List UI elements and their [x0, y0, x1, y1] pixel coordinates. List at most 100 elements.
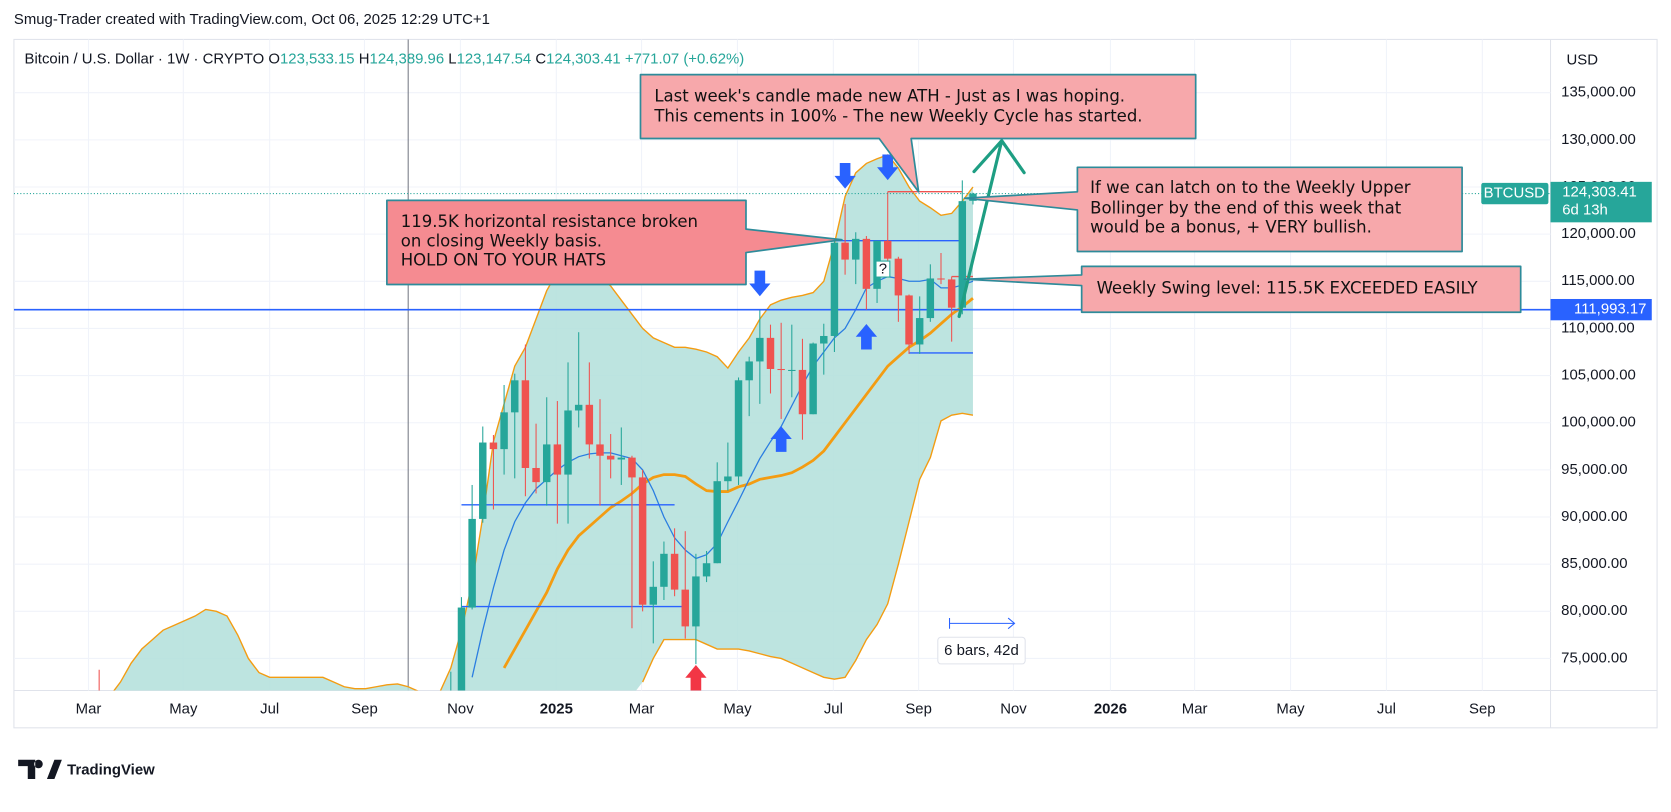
candle-body — [756, 337, 764, 362]
header-credit: Smug-Trader created with TradingView.com… — [14, 12, 490, 28]
y-tick-label: 95,000.00 — [1561, 462, 1627, 478]
annotation-text: If we can latch on to the Weekly Upper — [1090, 178, 1411, 197]
candle-body — [862, 238, 871, 289]
measure-text: 6 bars, 42d — [944, 643, 1019, 659]
candle-body — [542, 444, 551, 483]
candle-body — [958, 201, 967, 308]
candle-body — [457, 607, 466, 691]
x-tick-label: 2025 — [540, 702, 573, 718]
countdown-text: 6d 13h — [1562, 203, 1608, 219]
candle-body — [521, 380, 530, 468]
annotation-box — [639, 73, 1197, 193]
y-tick-label: 130,000.00 — [1561, 132, 1636, 148]
y-tick-label: 100,000.00 — [1561, 415, 1636, 431]
x-tick-label: May — [723, 702, 752, 718]
indicator-line — [502, 297, 974, 669]
logo-text: TradingView — [67, 762, 155, 778]
drawn-arrow — [834, 163, 856, 189]
annotation-text: 119.5K horizontal resistance broken — [401, 212, 698, 231]
drawn-arrow — [749, 270, 771, 297]
candle-body — [649, 586, 658, 605]
candle-body — [820, 335, 828, 344]
candle-body — [830, 242, 839, 336]
level-badge-text: 111,993.17 — [1574, 302, 1646, 318]
x-tick-label: Nov — [447, 702, 474, 718]
x-tick-label: May — [1276, 702, 1305, 718]
annotation-text: Last week's candle made new ATH - Just a… — [654, 86, 1125, 105]
candle-body — [511, 380, 519, 413]
x-tick-label: Nov — [1000, 702, 1027, 718]
candle-body — [724, 476, 732, 482]
marker-text: ? — [879, 262, 887, 278]
logo-icon — [18, 759, 62, 779]
x-tick-label: Jul — [824, 702, 843, 718]
marker-box — [875, 260, 891, 278]
drawn-arrow — [855, 323, 878, 350]
x-tick-label: Sep — [1469, 702, 1496, 718]
candle-body — [479, 442, 487, 519]
candle-body — [468, 518, 476, 608]
x-tick-label: Sep — [905, 702, 932, 718]
candle-body — [745, 361, 753, 381]
y-tick-label: 120,000.00 — [1561, 226, 1636, 242]
x-tick-label: Mar — [76, 702, 102, 718]
y-tick-label: 85,000.00 — [1561, 556, 1627, 572]
y-tick-label: 80,000.00 — [1561, 603, 1627, 619]
legend-value: 123,147.54 — [457, 52, 532, 68]
candle-body — [905, 295, 913, 345]
annotation-box — [963, 265, 1522, 314]
legend-value: 124,303.41 — [546, 52, 621, 68]
annotation-text: Weekly Swing level: 115.5K EXCEEDED EASI… — [1097, 278, 1479, 297]
candle-body — [617, 457, 626, 460]
annotation-text: Bollinger by the end of this week that — [1090, 198, 1402, 217]
indicator-line — [641, 412, 974, 683]
candle-body — [489, 442, 498, 450]
candle-body — [553, 444, 562, 475]
candle-body — [564, 410, 572, 475]
candle-body — [841, 242, 849, 260]
legend-key: H — [359, 52, 370, 68]
candle-body — [606, 455, 615, 460]
candle-body — [574, 404, 583, 411]
indicator-line — [113, 154, 974, 691]
annotation-box — [963, 166, 1463, 253]
x-tick-label: Jul — [1377, 702, 1396, 718]
candle-body — [777, 368, 785, 371]
candle-body — [596, 444, 604, 456]
candle-body — [809, 343, 817, 415]
candle-body — [670, 553, 679, 590]
legend-value: 124,389.96 — [370, 52, 445, 68]
legend: Bitcoin / U.S. Dollar · 1W · CRYPTO O123… — [25, 52, 745, 68]
price-badge — [1550, 181, 1652, 223]
candle-body — [926, 278, 935, 319]
candle-body — [734, 380, 743, 477]
symbol-badge-text: BTCUSD — [1484, 186, 1546, 202]
candle-body — [628, 457, 636, 478]
measure-box — [937, 636, 1026, 665]
x-tick-label: Mar — [629, 702, 655, 718]
plot-area — [13, 39, 1551, 691]
candle-body — [894, 258, 903, 296]
drawn-arrow — [877, 154, 899, 181]
currency-label: USD — [1567, 53, 1599, 69]
candle-body — [702, 563, 711, 577]
candle-body — [532, 467, 540, 483]
candle-body — [660, 553, 668, 587]
drawn-arrow — [685, 664, 707, 691]
measure-arrow — [948, 617, 1016, 630]
price-badge-text: 124,303.41 — [1562, 184, 1637, 200]
candle-body — [766, 337, 775, 369]
x-tick-label: 2026 — [1094, 702, 1127, 718]
candle-body — [937, 278, 945, 280]
annotation-text: would be a bonus, + VERY bullish. — [1090, 218, 1372, 237]
y-tick-label: 135,000.00 — [1561, 85, 1636, 101]
candle-body — [500, 412, 508, 450]
annotation-box — [386, 199, 843, 286]
legend-symbol: Bitcoin / U.S. Dollar · 1W · CRYPTO — [25, 52, 265, 68]
candle-body — [681, 589, 689, 627]
y-tick-label: 90,000.00 — [1561, 509, 1627, 525]
x-tick-label: Sep — [351, 702, 378, 718]
x-tick-label: Jul — [260, 702, 279, 718]
